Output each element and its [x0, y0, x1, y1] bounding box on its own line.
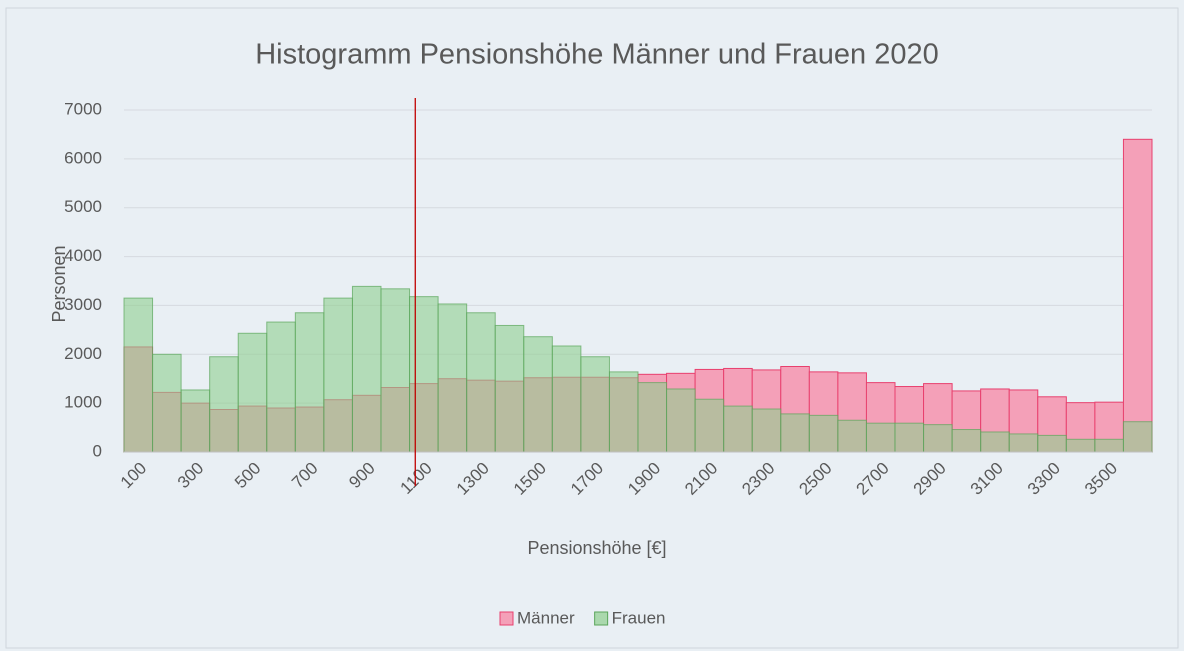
bar [865, 422, 896, 453]
y-axis-label: Personen [49, 245, 69, 322]
y-tick-label: 5000 [64, 197, 102, 216]
bar [1037, 434, 1067, 453]
bar [951, 429, 982, 453]
bar [980, 431, 1010, 453]
x-tick-label: 900 [345, 459, 378, 492]
x-tick-label: 100 [117, 459, 150, 492]
legend-swatch [499, 611, 514, 626]
x-tick-label: 1500 [510, 459, 550, 499]
x-tick-label: 2700 [853, 459, 893, 499]
bar [1122, 138, 1153, 453]
bar [1008, 433, 1039, 453]
chart-border [5, 7, 1179, 649]
bar [180, 389, 211, 453]
legend-swatch [594, 611, 609, 626]
legend-label: Frauen [612, 608, 666, 627]
x-tick-label: 2900 [910, 459, 950, 499]
bar [466, 312, 496, 453]
bar [294, 312, 325, 453]
bar [437, 303, 468, 453]
x-tick-label: 500 [231, 459, 264, 492]
bar [894, 422, 925, 453]
bar [580, 356, 610, 453]
chart-title: Histogramm Pensionshöhe Männer und Fraue… [255, 39, 939, 71]
y-tick-label: 3000 [64, 295, 102, 314]
bar [523, 336, 553, 453]
bar [694, 398, 725, 453]
bar [666, 388, 696, 453]
x-tick-label: 2100 [681, 459, 721, 499]
x-tick-label: 2500 [795, 459, 835, 499]
x-tick-label: 3100 [967, 459, 1007, 499]
x-tick-label: 2300 [738, 459, 778, 499]
bar [1094, 438, 1124, 453]
y-tick-label: 0 [93, 441, 102, 460]
bar [323, 297, 353, 453]
bar [351, 285, 382, 453]
bar [780, 413, 810, 453]
bar [494, 324, 525, 453]
bar [608, 371, 639, 453]
x-tick-label: 1700 [567, 459, 607, 499]
x-axis-label: Pensionshöhe [€] [527, 538, 666, 558]
x-tick-label: 1900 [624, 459, 664, 499]
y-tick-label: 7000 [64, 99, 102, 118]
y-tick-label: 1000 [64, 393, 102, 412]
legend-label: Männer [517, 608, 575, 627]
bar [551, 345, 582, 453]
bar [923, 424, 953, 453]
bar [1065, 438, 1096, 453]
bar [723, 405, 753, 453]
y-tick-label: 4000 [64, 246, 102, 265]
bar [237, 332, 268, 453]
bar [152, 353, 182, 453]
x-tick-label: 3500 [1081, 459, 1121, 499]
x-tick-label: 700 [288, 459, 321, 492]
bar [380, 288, 411, 453]
bar [808, 414, 839, 453]
x-tick-label: 3300 [1024, 459, 1064, 499]
bar [637, 382, 668, 453]
bar [409, 296, 439, 453]
y-tick-label: 6000 [64, 148, 102, 167]
y-tick-label: 2000 [64, 344, 102, 363]
bar [266, 321, 296, 453]
bar [1122, 421, 1153, 453]
x-tick-label: 1100 [397, 459, 436, 498]
x-tick-label: 300 [174, 459, 207, 492]
x-tick-label: 1300 [453, 459, 493, 499]
bar [751, 408, 782, 453]
bar [837, 419, 867, 453]
bar [123, 297, 154, 453]
bar [209, 356, 239, 453]
